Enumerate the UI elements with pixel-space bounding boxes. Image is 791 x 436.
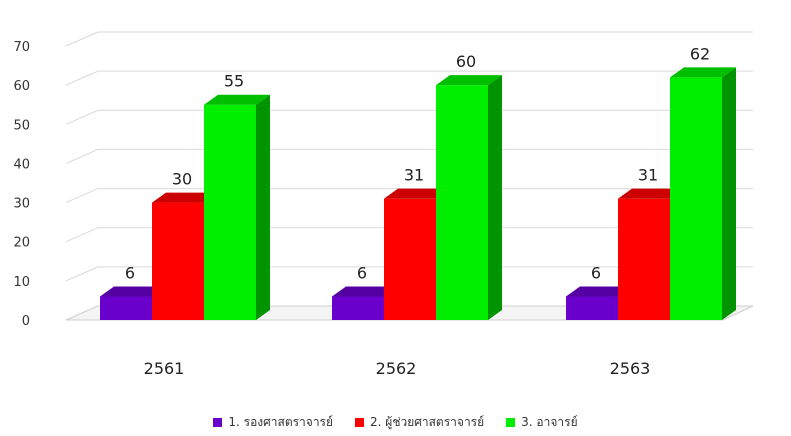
bar-front — [204, 104, 256, 320]
x-tick-label: 2561 — [144, 359, 185, 378]
gridline — [65, 109, 753, 125]
data-label: 62 — [690, 44, 710, 63]
legend-item: 1. รองศาสตราจารย์ — [213, 413, 333, 432]
data-label: 6 — [591, 264, 601, 283]
bar-front — [100, 296, 152, 320]
y-tick-label: 50 — [13, 118, 30, 133]
y-tick-label: 30 — [13, 197, 30, 212]
legend-swatch — [213, 418, 223, 427]
data-label: 6 — [125, 264, 135, 283]
data-label: 6 — [357, 264, 367, 283]
y-tick-label: 0 — [22, 314, 30, 329]
gridline — [65, 266, 753, 282]
x-axis-ticks: 2561 2562 2563 — [144, 359, 651, 378]
bar-side — [488, 75, 502, 321]
bar-front — [566, 296, 618, 320]
data-label: 55 — [224, 72, 244, 91]
legend-swatch — [506, 418, 516, 427]
legend-label: 2. ผู้ช่วยศาสตราจารย์ — [370, 415, 485, 429]
gridline — [65, 148, 753, 164]
bar-top — [384, 188, 450, 199]
y-tick-label: 10 — [13, 275, 30, 290]
legend: 1. รองศาสตราจารย์ 2. ผู้ช่วยศาสตราจารย์ 3.… — [0, 413, 791, 432]
x-tick-label: 2562 — [376, 359, 417, 378]
data-label: 30 — [172, 170, 192, 189]
bar-side — [722, 67, 736, 320]
bar-front — [618, 198, 670, 320]
legend-label: 3. อาจารย์ — [521, 415, 578, 429]
bar — [436, 75, 502, 321]
data-label: 60 — [456, 52, 476, 71]
gridline — [65, 70, 753, 86]
data-label: 31 — [404, 166, 424, 185]
y-tick-label: 20 — [13, 236, 30, 251]
bar-top — [670, 67, 736, 78]
bar-top — [100, 286, 166, 297]
data-labels: 6 30 55 6 31 60 6 31 62 — [125, 44, 710, 282]
x-tick-label: 2563 — [610, 359, 651, 378]
bar-front — [436, 85, 488, 321]
bar-front — [384, 198, 436, 320]
y-tick-label: 70 — [13, 40, 30, 55]
bars — [100, 67, 736, 321]
bar-top — [332, 286, 398, 297]
gridline — [65, 227, 753, 243]
bar-top — [566, 286, 632, 297]
bar — [670, 67, 736, 320]
bar-top — [152, 192, 218, 203]
bar-chart: 0 10 20 30 40 50 60 70 6 30 55 6 31 60 6 31 62 2561 2562… — [13, 31, 754, 378]
legend-item: 3. อาจารย์ — [506, 413, 578, 432]
bar-front — [670, 77, 722, 320]
data-label: 31 — [638, 166, 658, 185]
gridline — [65, 188, 753, 204]
bar-top — [436, 75, 502, 86]
bar-front — [152, 202, 204, 320]
bar-side — [256, 94, 270, 320]
bar-top — [618, 188, 684, 199]
y-axis-ticks: 0 10 20 30 40 50 60 70 — [13, 40, 30, 329]
gridline — [65, 31, 753, 47]
bar — [204, 94, 270, 320]
y-tick-label: 40 — [13, 157, 30, 172]
legend-item: 2. ผู้ช่วยศาสตราจารย์ — [355, 413, 484, 432]
legend-swatch — [355, 418, 365, 427]
y-tick-label: 60 — [13, 79, 30, 94]
legend-label: 1. รองศาสตราจารย์ — [228, 415, 334, 429]
bar-front — [332, 296, 384, 320]
bar-top — [204, 94, 270, 105]
